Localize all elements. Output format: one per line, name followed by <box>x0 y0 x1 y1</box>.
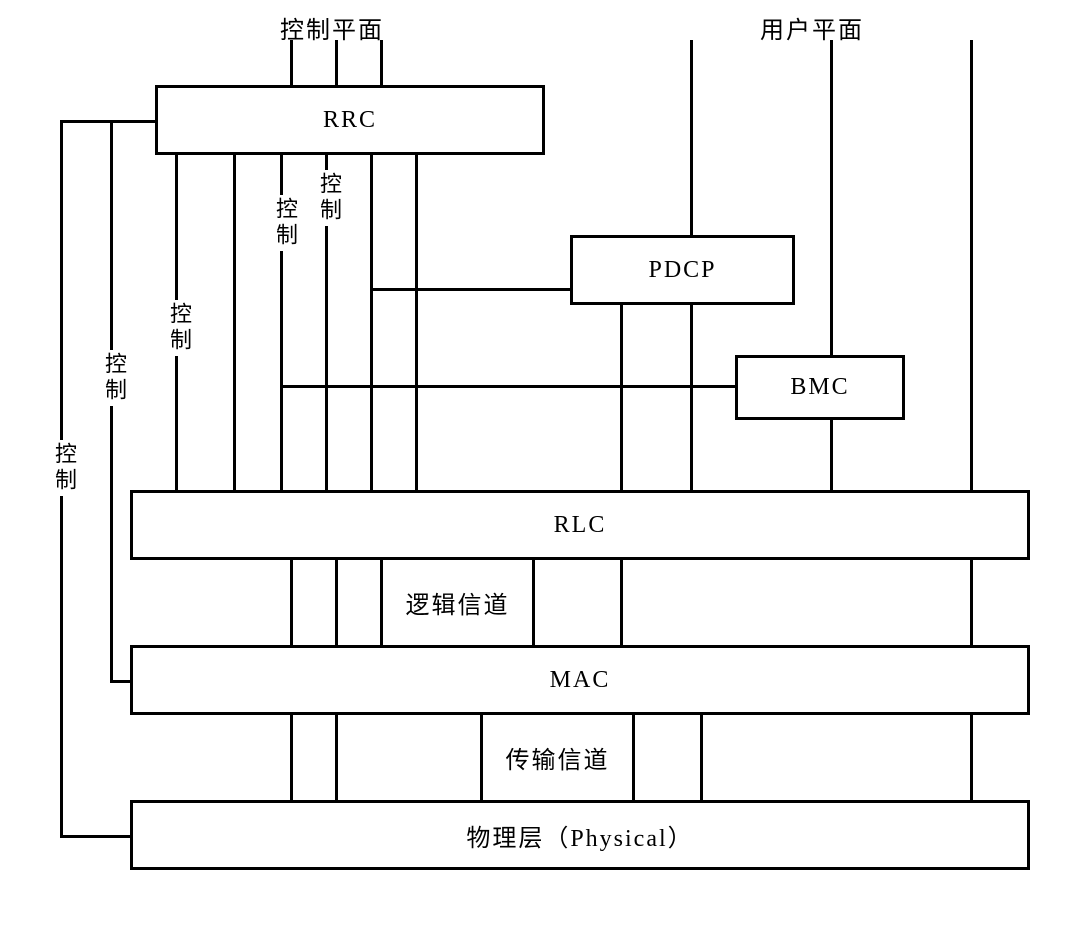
rrc-box: RRC <box>155 85 545 155</box>
mac-box: MAC <box>130 645 1030 715</box>
bmc-down-1 <box>830 420 833 490</box>
physical-label: 物理层（Physical） <box>466 818 693 853</box>
bmc-box: BMC <box>735 355 905 420</box>
user-plane-header: 用户平面 <box>760 10 864 45</box>
mac-phy-1 <box>290 715 293 800</box>
ctrl-label-1: 控制 <box>48 440 80 496</box>
rlc-label: RLC <box>554 512 607 539</box>
ctrl-label-5: 控制 <box>313 170 345 226</box>
rrc-down-1 <box>233 155 236 490</box>
pdcp-label: PDCP <box>648 257 716 284</box>
ctrl-label-2: 控制 <box>98 350 130 406</box>
top-ctrl-line-1 <box>290 40 293 85</box>
rlc-mac-3 <box>620 560 623 645</box>
top-user-line-2 <box>830 40 833 355</box>
rlc-mac-4 <box>970 560 973 645</box>
mac-phy-3 <box>700 715 703 800</box>
rrc-down-4 <box>370 155 373 490</box>
bmc-label: BMC <box>790 374 849 401</box>
top-user-line-3 <box>970 40 973 490</box>
rrc-down-5 <box>415 155 418 490</box>
pdcp-box: PDCP <box>570 235 795 305</box>
top-user-line-1 <box>690 40 693 235</box>
ctrl-label-4: 控制 <box>269 195 301 251</box>
ctrl-rrc-mac-h2 <box>110 680 130 683</box>
ctrl-label-3: 控制 <box>163 300 195 356</box>
rlc-mac-1 <box>290 560 293 645</box>
physical-box: 物理层（Physical） <box>130 800 1030 870</box>
protocol-stack-diagram: 控制平面 用户平面 控制 控制 控制 控制 控制 逻辑信道 <box>0 0 1085 929</box>
logical-channel-label: 逻辑信道 <box>406 585 510 620</box>
logical-channel-box: 逻辑信道 <box>380 560 535 645</box>
ctrl-rrc-phy-h1 <box>60 120 155 123</box>
mac-phy-2 <box>335 715 338 800</box>
mac-label: MAC <box>550 667 611 694</box>
rlc-box: RLC <box>130 490 1030 560</box>
rrc-label: RRC <box>323 107 377 134</box>
ctrl-rrc-phy-h2 <box>60 835 130 838</box>
control-plane-header: 控制平面 <box>280 10 384 45</box>
pdcp-down-1 <box>620 305 623 490</box>
top-ctrl-line-2 <box>335 40 338 85</box>
top-ctrl-line-3 <box>380 40 383 85</box>
rrc-to-bmc-line <box>280 385 735 388</box>
rrc-to-pdcp-line <box>370 288 570 291</box>
transport-channel-box: 传输信道 <box>480 715 635 800</box>
rlc-mac-2 <box>335 560 338 645</box>
mac-phy-4 <box>970 715 973 800</box>
transport-channel-label: 传输信道 <box>506 740 610 775</box>
pdcp-down-2 <box>690 305 693 490</box>
